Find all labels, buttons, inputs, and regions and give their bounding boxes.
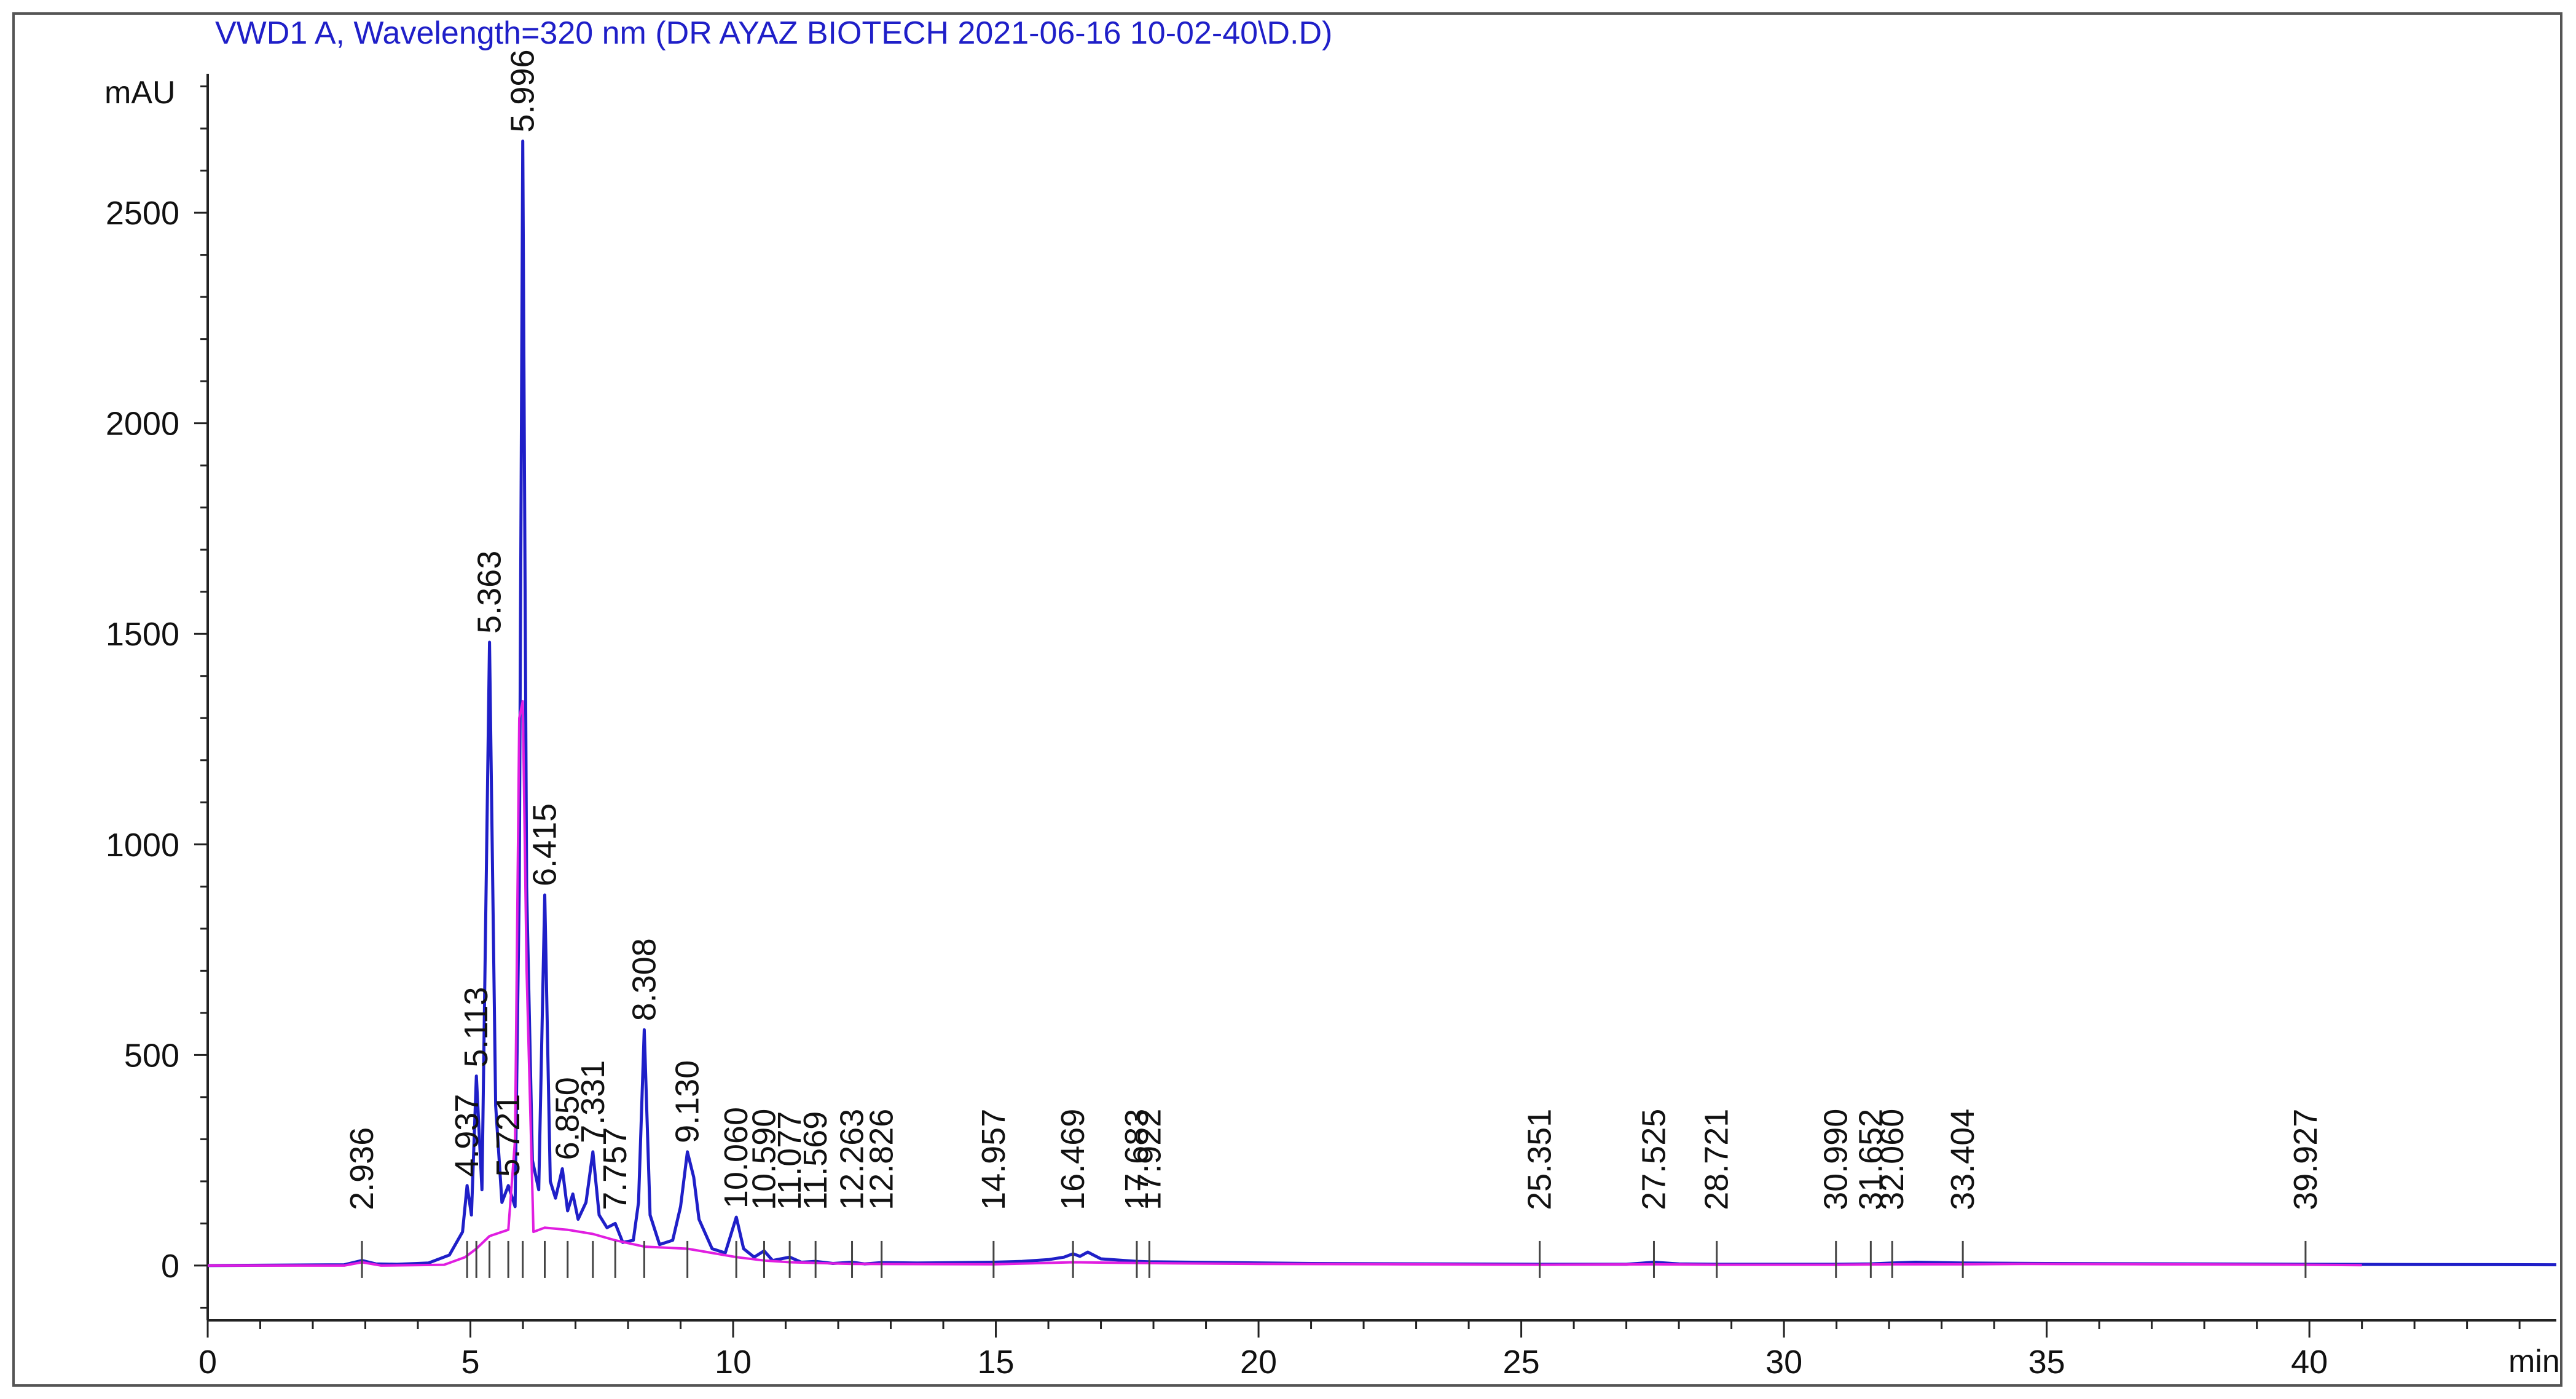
- peak-label: 17.683: [1118, 1109, 1155, 1210]
- peak-label: 11.569: [797, 1111, 834, 1210]
- peak-label: 28.721: [1698, 1109, 1735, 1210]
- y-axis-unit: mAU: [104, 75, 176, 111]
- y-tick-label: 2000: [106, 406, 179, 443]
- peak-label: 6.415: [527, 803, 564, 886]
- peak-label: 39.927: [2287, 1109, 2324, 1210]
- peak-label: 11.077: [771, 1111, 808, 1210]
- peak-label: 12.826: [863, 1109, 900, 1210]
- peak-label: 33.404: [1944, 1109, 1981, 1210]
- peak-label: 5.721: [490, 1094, 527, 1177]
- x-tick-label: 10: [715, 1344, 752, 1381]
- peak-label: 12.263: [834, 1109, 871, 1210]
- x-tick-label: 20: [1240, 1344, 1277, 1381]
- x-tick-label: 0: [198, 1344, 217, 1381]
- peak-label: 9.130: [669, 1060, 706, 1143]
- x-tick-label: 30: [1765, 1344, 1802, 1381]
- signal-trace: [207, 140, 2557, 1267]
- chart-frame: [12, 12, 2562, 1387]
- peak-label: 5.996: [505, 49, 541, 132]
- peak-label: 14.957: [975, 1109, 1012, 1210]
- x-tick-label: 5: [461, 1344, 479, 1381]
- axes-layer: 0 500 1000 1500 2000 2500 0 5 10 15 20 25 30 35 40: [106, 74, 2556, 1381]
- y-tick-label: 1000: [106, 827, 179, 864]
- peak-label: 5.363: [471, 551, 508, 634]
- peak-label: 30.990: [1818, 1109, 1855, 1210]
- peak-label: 7.331: [575, 1060, 611, 1143]
- peak-label: 25.351: [1522, 1109, 1558, 1210]
- y-tick-label: 500: [124, 1037, 179, 1074]
- peak-label: 31.652: [1852, 1109, 1889, 1210]
- x-tick-label: 15: [978, 1344, 1015, 1381]
- peak-label: 17.922: [1131, 1109, 1168, 1210]
- peak-label: 4.937: [449, 1094, 485, 1177]
- y-tick-label: 1500: [106, 616, 179, 653]
- peak-label: 32.060: [1874, 1109, 1910, 1210]
- x-tick-label: 25: [1503, 1344, 1540, 1381]
- peak-label: 8.308: [626, 938, 662, 1021]
- x-tick-label: 40: [2291, 1344, 2328, 1381]
- x-axis-unit: min: [2508, 1344, 2560, 1379]
- peak-label: 10.060: [718, 1107, 755, 1208]
- peak-label: 10.590: [746, 1109, 783, 1210]
- peak-label: 7.757: [597, 1127, 634, 1210]
- y-tick-label: 2500: [106, 195, 179, 232]
- peak-label-layer: 2.936 4.937 5.113 5.363 5.721 5.996 6.415 6.850…: [344, 49, 2324, 1278]
- peak-label: 2.936: [344, 1127, 380, 1210]
- baseline-trace: [208, 700, 2362, 1267]
- peak-label: 5.113: [458, 987, 495, 1067]
- x-tick-label: 35: [2028, 1344, 2065, 1381]
- peak-label: 16.469: [1054, 1109, 1091, 1210]
- y-tick-label: 0: [161, 1248, 179, 1285]
- chart-title: VWD1 A, Wavelength=320 nm (DR AYAZ BIOTE…: [215, 15, 1333, 51]
- peak-label: 27.525: [1636, 1109, 1673, 1210]
- peak-label: 6.850: [549, 1077, 586, 1160]
